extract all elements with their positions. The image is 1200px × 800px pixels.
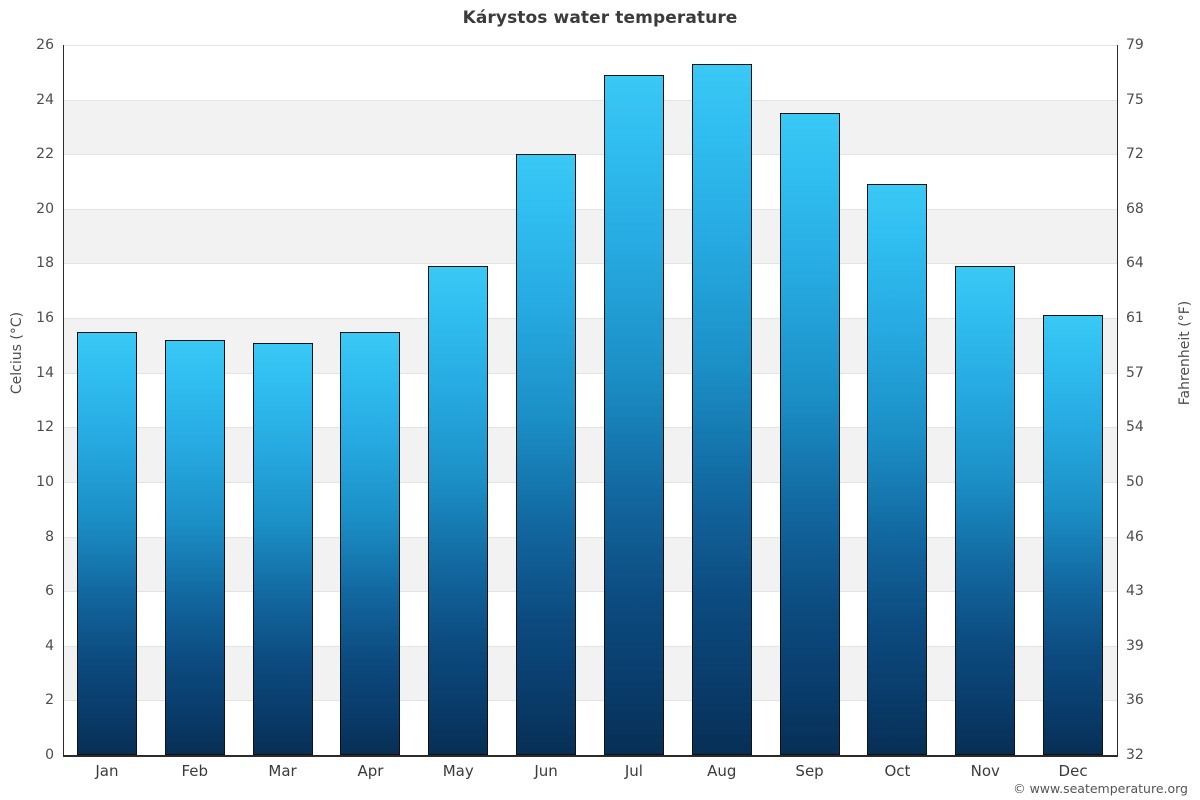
x-tick-label-dec: Dec [1058,762,1088,780]
y-tick-label-right: 39 [1126,637,1144,654]
x-tick-label-jul: Jul [624,762,643,780]
y-tick-label-right: 75 [1126,91,1144,108]
plot-area [63,45,1117,755]
gridline [63,645,1117,647]
gridline [63,45,1117,46]
background-bands [63,45,1117,755]
bar-jul[interactable] [603,75,664,755]
y-tick-label-left: 18 [36,255,54,272]
y-tick-label-left: 10 [36,473,54,490]
gridline [63,263,1117,265]
gridline [63,372,1117,374]
y-tick-label-left: 6 [45,583,54,600]
x-tick-label-apr: Apr [357,762,384,780]
background-band [63,536,1117,592]
x-axis-spine [63,755,1118,757]
y-tick-label-left: 26 [36,37,54,53]
y-tick-label-right: 36 [1126,692,1144,709]
gridline [63,591,1117,593]
gridline [63,154,1117,156]
gridline [63,318,1117,320]
gridline [63,427,1117,429]
y-tick-label-left: 24 [36,91,54,108]
bar-sep[interactable] [779,113,840,755]
y-tick-label-left: 20 [36,200,54,217]
y-tick-label-left: 0 [45,747,54,763]
background-band [63,208,1117,264]
gridline [63,99,1117,101]
x-tick-label-aug: Aug [707,762,737,780]
x-tick-label-nov: Nov [970,762,1000,780]
y-tick-label-left: 22 [36,146,54,163]
bar-aug[interactable] [691,64,752,755]
bar-mar[interactable] [252,342,313,755]
bar-dec[interactable] [1043,315,1104,755]
bar-jan[interactable] [76,331,137,755]
background-band [63,318,1117,373]
background-band [63,427,1117,482]
y-tick-label-right: 61 [1126,310,1144,327]
x-tick-label-jun: Jun [534,762,558,780]
y-tick-label-left: 12 [36,419,54,436]
background-band [63,99,1117,155]
gridlines [63,45,1117,755]
y-tick-label-right: 46 [1126,528,1144,545]
y-tick-label-left: 8 [45,528,54,545]
bar-jun[interactable] [516,154,577,755]
gridline [63,481,1117,483]
y-axis-left-spine [63,45,64,756]
y-tick-label-right: 43 [1126,583,1144,600]
footer-credit: © www.seatemperature.org [1013,781,1188,796]
gridline [63,208,1117,210]
y-tick-label-right: 79 [1126,37,1144,53]
y-tick-label-right: 68 [1126,200,1144,217]
x-tick-label-jan: Jan [95,762,119,780]
y-tick-label-right: 72 [1126,146,1144,163]
gridline [63,536,1117,538]
y-tick-label-right: 64 [1126,255,1144,272]
y-axis-right-title: Fahrenheit (°F) [1177,300,1193,406]
y-tick-label-left: 2 [45,692,54,709]
chart-title: Kárystos water temperature [462,8,738,28]
x-tick-label-mar: Mar [268,762,297,780]
gridline [63,700,1117,702]
y-tick-label-right: 32 [1126,747,1144,763]
y-axis-left-ticks: 0 2 4 6 8 10 12 14 16 18 20 22 24 26 [0,38,54,762]
y-tick-label-right: 57 [1126,364,1144,381]
x-tick-label-feb: Feb [181,762,209,780]
y-axis-left-title: Celcius (°C) [9,311,25,395]
y-axis-right-spine [1117,45,1118,756]
x-tick-label-sep: Sep [795,762,824,780]
y-tick-label-left: 16 [36,310,54,327]
y-tick-label-left: 14 [36,364,54,381]
bar-apr[interactable] [340,331,401,755]
bar-oct[interactable] [867,184,928,755]
bar-may[interactable] [428,266,489,755]
bar-nov[interactable] [955,266,1016,755]
x-axis-tick-labels: Jan Feb Mar Apr May Jun Jul Aug Sep Oct Nov Dec [63,760,1118,786]
bar-feb[interactable] [164,339,225,755]
y-tick-label-right: 54 [1126,419,1144,436]
x-tick-label-may: May [442,762,474,780]
y-tick-label-right: 50 [1126,473,1144,490]
x-tick-label-oct: Oct [884,762,911,780]
background-band [63,645,1117,701]
bars-layer [63,45,1117,755]
y-tick-label-left: 4 [45,637,54,654]
y-axis-right-ticks: 32 36 39 43 46 50 54 57 61 64 68 72 75 79 [1126,38,1186,762]
